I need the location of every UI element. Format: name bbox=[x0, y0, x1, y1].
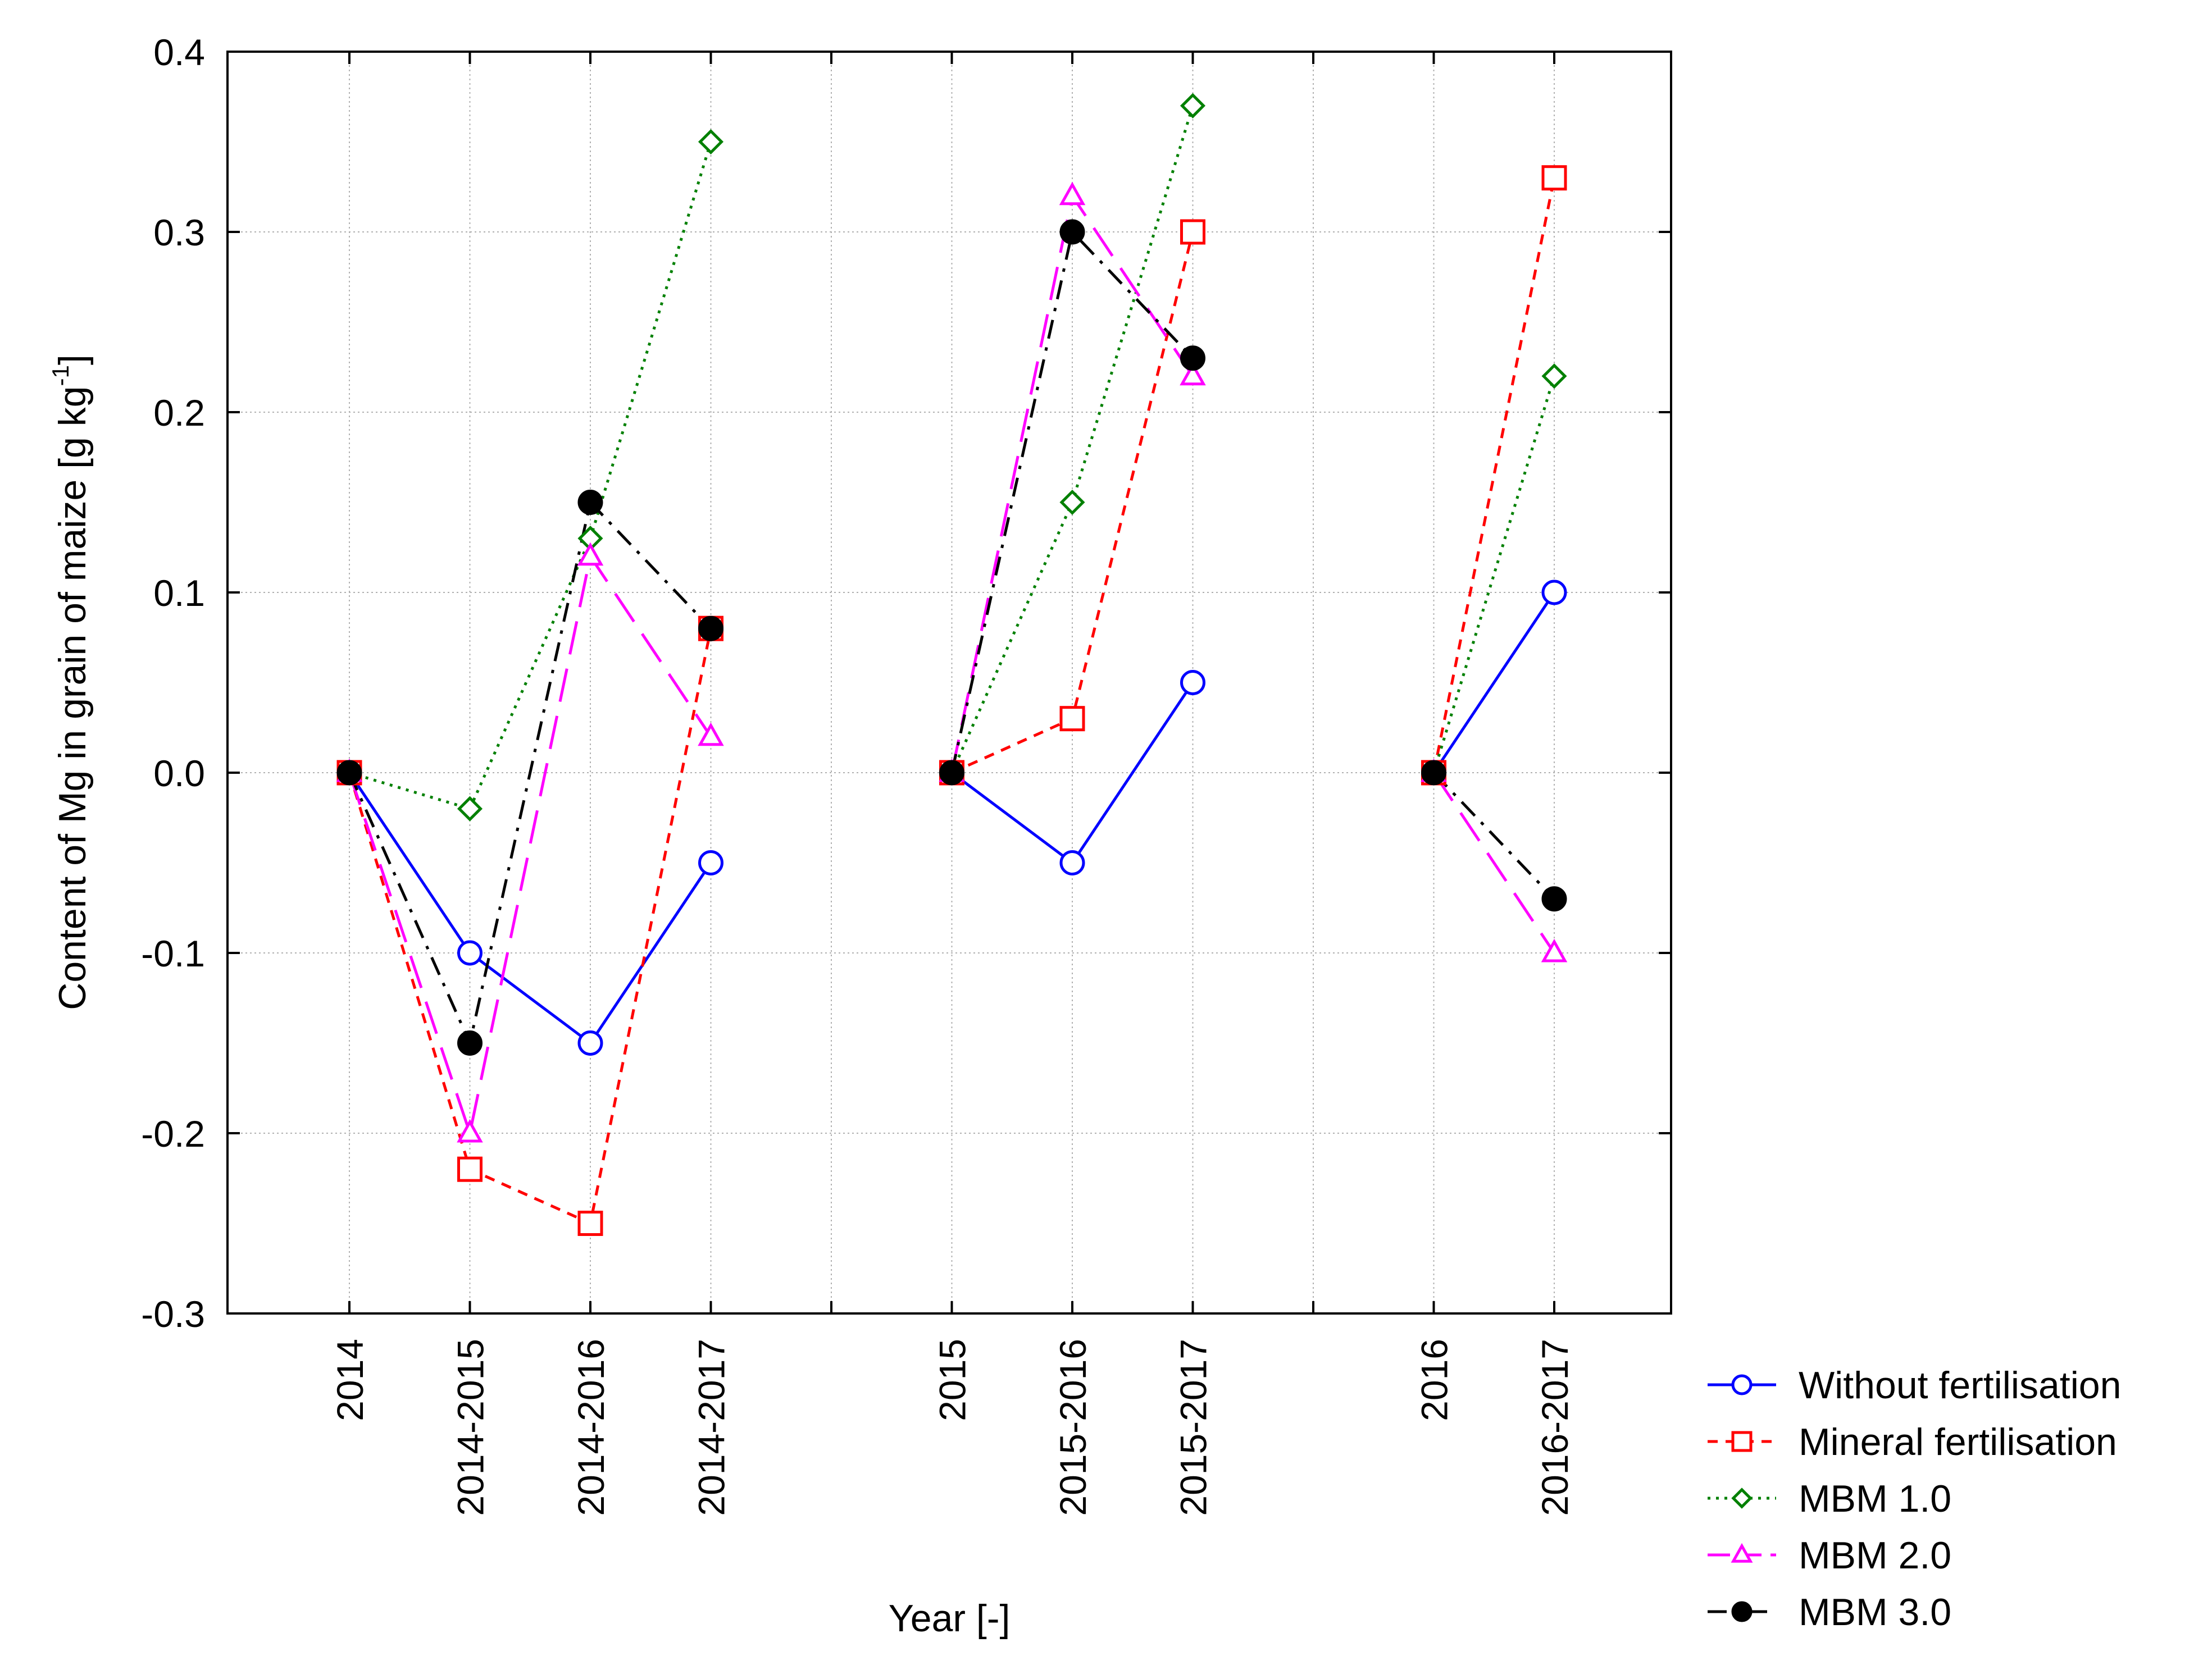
y-tick-label: -0.1 bbox=[141, 933, 205, 974]
x-tick-label: 2014-2017 bbox=[691, 1339, 732, 1516]
series-line bbox=[348, 628, 712, 1225]
legend-item: Without fertilisation bbox=[1708, 1364, 2121, 1407]
y-tick-label: 0.3 bbox=[153, 212, 205, 253]
y-tick-label: 0.0 bbox=[153, 752, 205, 794]
series-line bbox=[1432, 591, 1556, 774]
series-line bbox=[1432, 177, 1556, 773]
data-point-marker bbox=[1180, 93, 1206, 118]
legend-item: MBM 2.0 bbox=[1708, 1534, 1951, 1577]
legend-label: MBM 2.0 bbox=[1799, 1534, 1951, 1577]
data-point-marker bbox=[1541, 363, 1567, 389]
series-line bbox=[348, 501, 712, 1044]
data-point-marker bbox=[1541, 580, 1567, 605]
data-point-marker bbox=[1059, 489, 1085, 515]
series-line bbox=[1432, 772, 1556, 954]
x-tick-label: 2014-2015 bbox=[450, 1339, 491, 1516]
legend-label: MBM 1.0 bbox=[1799, 1477, 1951, 1520]
data-point-marker bbox=[1541, 938, 1568, 962]
series-layer bbox=[336, 93, 1568, 1236]
data-point-marker bbox=[1731, 1543, 1753, 1563]
y-tick-label: 0.1 bbox=[153, 572, 205, 614]
data-point-marker bbox=[1180, 670, 1205, 695]
data-point-marker bbox=[336, 760, 362, 786]
data-point-marker bbox=[1059, 850, 1085, 875]
data-point-marker bbox=[1180, 362, 1206, 386]
series-line bbox=[348, 555, 712, 1135]
data-point-marker bbox=[1421, 760, 1446, 786]
y-axis-title-main: Content of Mg in grain of maize [g kg bbox=[51, 386, 94, 1010]
y-tick-label: 0.2 bbox=[153, 392, 205, 434]
x-tick-label: 2016 bbox=[1414, 1339, 1455, 1421]
legend-label: Mineral fertilisation bbox=[1799, 1421, 2117, 1463]
data-point-marker bbox=[1541, 886, 1567, 912]
data-point-marker bbox=[577, 542, 604, 566]
x-tick-label: 2015-2016 bbox=[1052, 1339, 1094, 1516]
x-tick-label: 2014-2016 bbox=[570, 1339, 612, 1516]
data-point-marker bbox=[1731, 1374, 1753, 1395]
y-tick-label: -0.2 bbox=[141, 1113, 205, 1155]
x-tick-label: 2015-2017 bbox=[1173, 1339, 1214, 1516]
y-tick-label: -0.3 bbox=[141, 1293, 205, 1335]
legend-item: Mineral fertilisation bbox=[1708, 1421, 2117, 1463]
data-point-marker bbox=[457, 940, 483, 966]
series-markers bbox=[336, 219, 1567, 1056]
x-tick-label: 2014 bbox=[329, 1339, 371, 1421]
y-axis-title-superscript: -1 bbox=[47, 365, 74, 386]
data-point-marker bbox=[1731, 1488, 1753, 1509]
data-point-marker bbox=[1731, 1431, 1753, 1452]
data-point-marker bbox=[1731, 1601, 1753, 1622]
data-point-marker bbox=[1059, 181, 1086, 206]
plot-background bbox=[227, 52, 1671, 1313]
series-line bbox=[348, 772, 712, 1044]
series-line bbox=[1432, 376, 1556, 773]
x-tick-label: 2015 bbox=[932, 1339, 973, 1421]
y-axis-title-suffix: ] bbox=[51, 354, 94, 365]
y-axis-title: Content of Mg in grain of maize [g kg-1] bbox=[47, 354, 94, 1010]
legend-label: MBM 3.0 bbox=[1799, 1591, 1951, 1634]
axes: 0.4 0.3 0.2 0.1 0.0 -0.1 -0.2 -0.3 2014 2014-2015… bbox=[141, 31, 1671, 1516]
data-point-marker bbox=[698, 850, 723, 875]
data-point-marker bbox=[939, 760, 964, 786]
data-point-marker bbox=[577, 490, 603, 515]
legend-label: Without fertilisation bbox=[1799, 1364, 2121, 1407]
data-point-marker bbox=[577, 1211, 603, 1236]
data-point-marker bbox=[457, 796, 483, 822]
x-axis-title: Year [-] bbox=[889, 1597, 1011, 1640]
legend: Without fertilisation Mineral fertilisati… bbox=[1708, 1364, 2121, 1634]
data-point-marker bbox=[1059, 706, 1085, 732]
data-point-marker bbox=[1180, 219, 1205, 245]
data-point-marker bbox=[698, 129, 724, 155]
data-point-marker bbox=[1541, 165, 1567, 191]
data-point-marker bbox=[457, 1156, 483, 1182]
plot-frame bbox=[226, 51, 1672, 1315]
data-point-marker bbox=[457, 1119, 483, 1143]
data-point-marker bbox=[1180, 345, 1205, 371]
gridlines bbox=[227, 51, 1671, 1314]
data-point-marker bbox=[457, 1030, 483, 1056]
data-point-marker bbox=[577, 1030, 603, 1056]
legend-item: MBM 3.0 bbox=[1708, 1591, 1951, 1634]
data-point-marker bbox=[698, 615, 723, 641]
x-tick-label: 2016-2017 bbox=[1534, 1339, 1576, 1516]
series-line bbox=[1432, 772, 1555, 900]
legend-item: MBM 1.0 bbox=[1708, 1477, 1951, 1520]
data-point-marker bbox=[1059, 219, 1085, 245]
data-point-marker bbox=[698, 722, 724, 746]
y-tick-label: 0.4 bbox=[153, 31, 205, 73]
